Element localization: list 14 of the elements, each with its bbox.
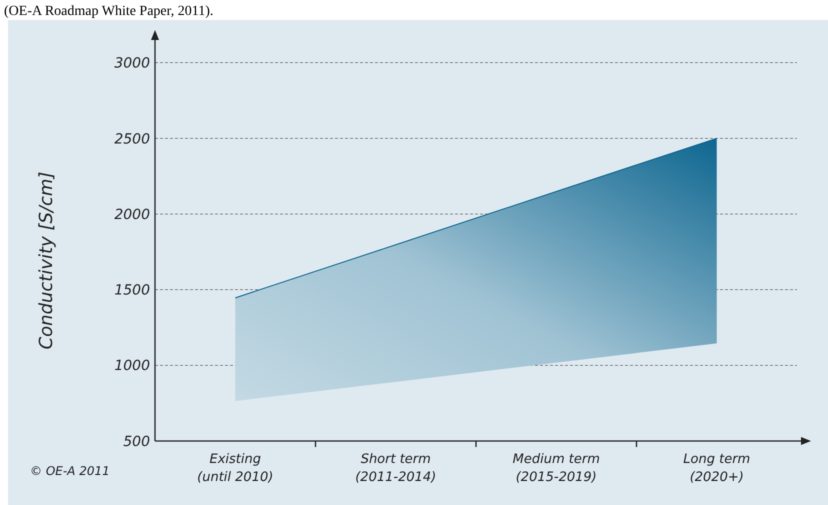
x-tick-label: Short term (2011-2014): [355, 452, 436, 485]
y-tick-label: 1500: [114, 282, 150, 299]
y-axis-title: Conductivity [S/cm]: [36, 172, 57, 350]
x-tick-label: Existing (until 2010): [197, 452, 274, 485]
y-tick-label: 500: [123, 434, 150, 450]
x-tick-label: Long term (2020+): [683, 452, 750, 485]
y-tick-label: 2500: [114, 131, 150, 148]
text: © OE-A 2011: [30, 464, 110, 478]
text: (OE-A Roadmap White Paper, 2011).: [4, 4, 214, 19]
y-tick-label: 2000: [114, 206, 150, 223]
y-tick-label: 1000: [114, 358, 150, 374]
y-tick-label: 3000: [114, 56, 150, 72]
x-tick-label: Medium term (2015-2019): [512, 452, 600, 485]
line-series: [234, 138, 718, 298]
